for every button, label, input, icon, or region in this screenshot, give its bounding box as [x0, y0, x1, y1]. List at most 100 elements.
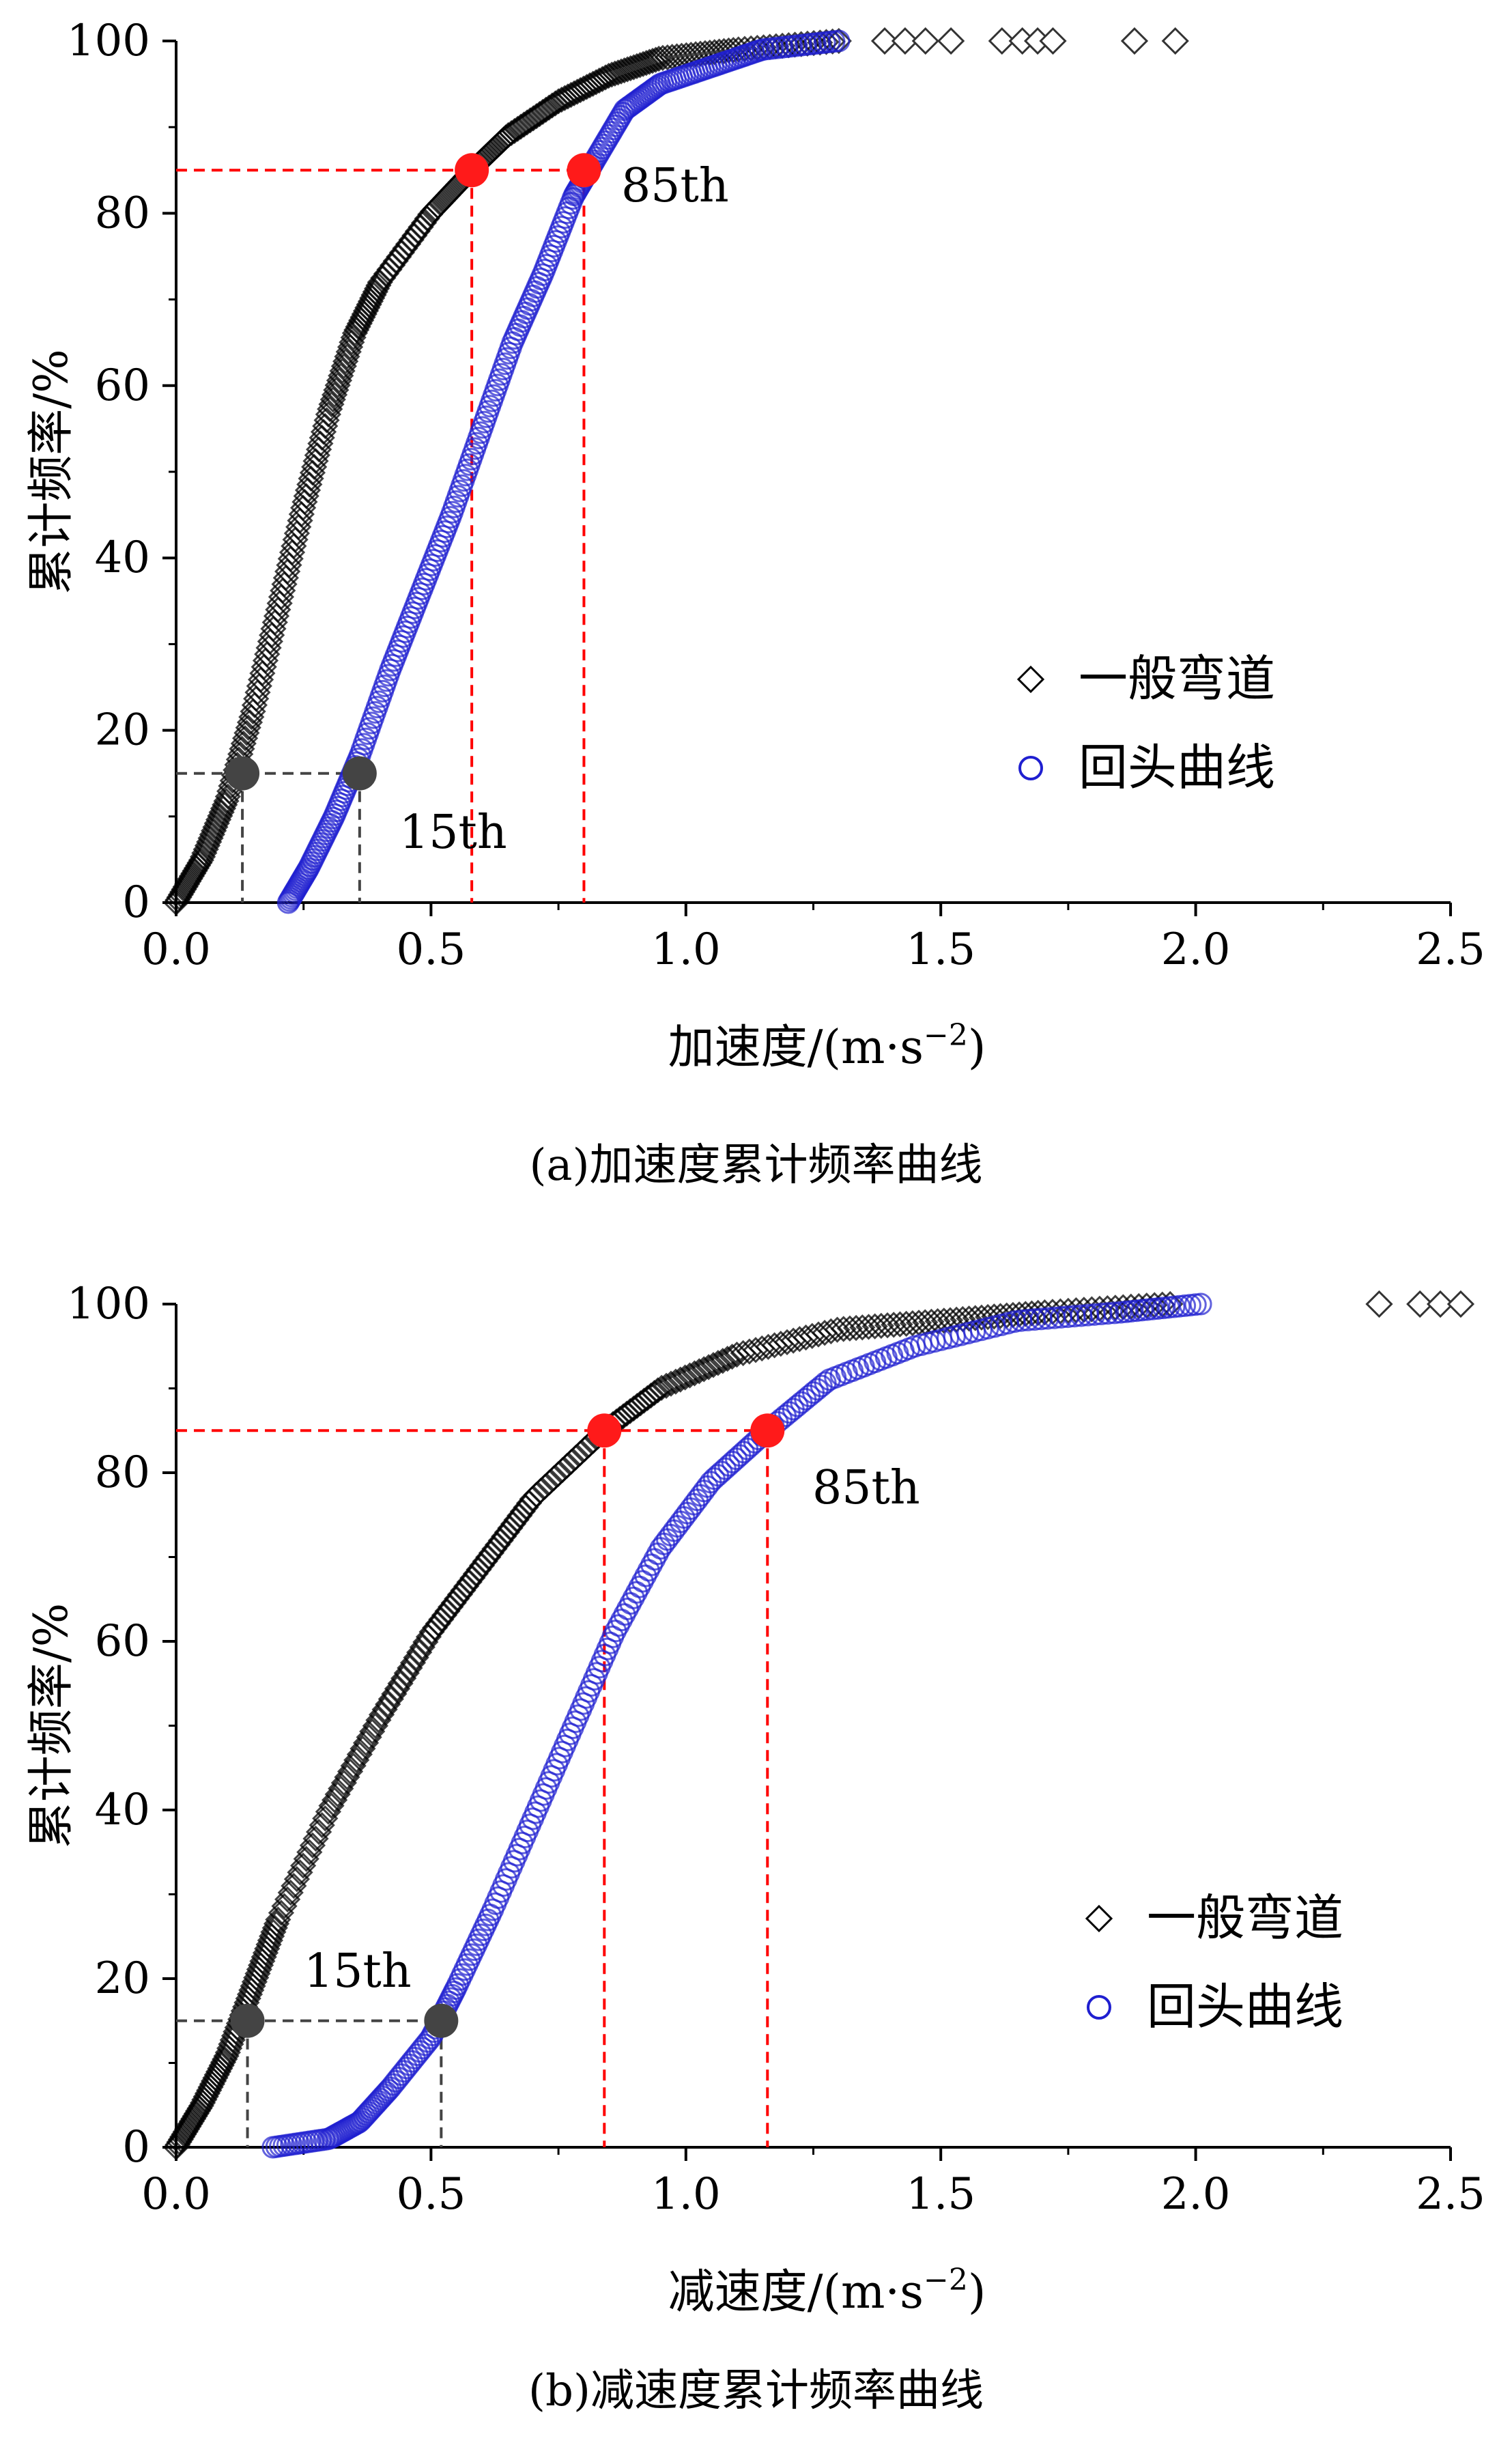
deceleration-chart: 0.0 0.5 1.0 1.5 2.0 2.5 0 20 40 60 80 100 减速度/(m·s−2… — [25, 1279, 1485, 2319]
series-general-curve-point — [599, 61, 625, 88]
y-tick-label: 60 — [95, 360, 150, 411]
y-tick-label: 80 — [95, 188, 150, 238]
acceleration-chart-caption: (a)加速度累计频率曲线 — [529, 1140, 983, 1191]
x-axis-label: 加速度/(m·s−2) — [668, 1018, 986, 1075]
series-general-curve-point — [558, 1448, 585, 1475]
percentile-85th-marker — [750, 1413, 785, 1448]
series-general-curve-point — [263, 1910, 290, 1937]
series-general-curve-point — [365, 272, 392, 299]
y-axis-label: 累计频率/% — [25, 1603, 79, 1849]
series-general-curve-point — [605, 59, 631, 86]
series-general-curve-outlier-point — [988, 27, 1016, 55]
series-general-curve-point — [545, 1460, 571, 1488]
series-general-curve-point — [893, 1310, 919, 1338]
series-general-curve-point — [704, 1350, 732, 1376]
y-tick-label: 100 — [67, 1279, 150, 1329]
series-general-curve-outlier-point — [1161, 27, 1189, 55]
series-general-curve-point — [630, 51, 657, 77]
series-general-curve-point — [653, 1372, 680, 1399]
acceleration-chart-panel: 0.0 0.5 1.0 1.5 2.0 2.5 0 20 40 60 80 100 加速度/(m·s−2… — [25, 16, 1485, 1191]
percentile-15th-marker — [424, 2003, 459, 2038]
series-general-curve-point — [667, 1366, 694, 1393]
series-general-curve-outlier-point — [911, 27, 939, 55]
series-general-curve-outlier-point — [1365, 1290, 1393, 1318]
series-general-curve-point — [930, 1307, 957, 1334]
series-general-curve-point — [611, 57, 638, 84]
series-general-curve-point — [700, 1352, 727, 1378]
percentile-15th-label: 15th — [399, 806, 507, 860]
x-tick-label: 1.5 — [906, 2169, 975, 2220]
legend-hairpin-curve-label: 回头曲线 — [1079, 739, 1275, 796]
legend-general-curve-label: 一般弯道 — [1147, 1889, 1343, 1947]
series-general-curve-point — [956, 1305, 982, 1332]
series-general-curve-point — [676, 1362, 703, 1389]
x-tick-label: 2.5 — [1416, 2169, 1485, 2220]
x-tick-label: 2.5 — [1416, 924, 1485, 975]
series-general-curve-point — [550, 1456, 576, 1484]
series-general-curve-point — [825, 27, 852, 55]
series-general-curve-point — [855, 1314, 882, 1340]
percentile-85th-marker — [455, 153, 489, 188]
series-general-curve-point — [868, 1312, 895, 1340]
series-general-curve-point — [362, 279, 388, 305]
series-general-curve-point — [881, 1312, 907, 1338]
series-general-curve-point — [874, 1312, 901, 1339]
y-tick-label: 20 — [95, 705, 150, 756]
series-general-curve-point — [623, 53, 651, 80]
series-general-curve-point — [657, 1370, 685, 1397]
series-general-curve-point — [614, 56, 641, 83]
series-general-curve-point — [824, 1316, 851, 1343]
series-general-curve-outlier-point — [1039, 27, 1067, 55]
series-general-curve-point — [899, 1310, 926, 1337]
series-general-curve-point — [836, 1315, 864, 1342]
x-tick-label: 0.5 — [397, 2169, 466, 2220]
x-tick-label: 2.0 — [1161, 924, 1231, 975]
y-tick-label: 40 — [95, 533, 150, 583]
series-general-curve-point — [608, 58, 635, 85]
y-tick-label: 0 — [122, 877, 150, 928]
series-general-curve-point — [621, 54, 647, 81]
legend-general-curve-label: 一般弯道 — [1079, 650, 1275, 707]
series-general-curve-point — [849, 1314, 876, 1341]
series-general-curve-outlier-point — [1426, 1290, 1455, 1318]
series-general-curve-point — [562, 1444, 589, 1471]
deceleration-chart-panel: 0.0 0.5 1.0 1.5 2.0 2.5 0 20 40 60 80 100 减速度/(m·s−2… — [0, 1263, 1512, 2447]
series-general-curve-point — [592, 64, 619, 91]
series-general-curve-point — [672, 1364, 698, 1391]
series-general-curve-point — [709, 1348, 736, 1374]
series-general-curve-point — [648, 1374, 675, 1401]
legend-hairpin-curve-label: 回头曲线 — [1147, 1978, 1343, 2035]
series-general-curve-point — [601, 60, 628, 87]
series-general-curve-point — [695, 1354, 722, 1381]
series-general-curve-point — [527, 1477, 554, 1504]
percentile-15th-marker — [342, 756, 377, 791]
series-general-curve-point — [714, 1346, 741, 1372]
series-general-curve-point — [975, 1303, 1001, 1331]
x-tick-label: 1.0 — [651, 2169, 721, 2220]
series-general-curve-point — [937, 1307, 964, 1333]
series-general-curve-point — [633, 50, 659, 76]
series-general-curve-point — [681, 1360, 708, 1387]
percentile-15th-marker — [230, 2003, 265, 2038]
y-tick-label: 0 — [122, 2122, 150, 2173]
series-general-curve-outlier-point — [1446, 1290, 1475, 1318]
series-general-curve-outlier-point — [891, 27, 919, 55]
x-axis-label: 减速度/(m·s−2) — [668, 2263, 986, 2319]
series-general-curve-point — [595, 62, 622, 89]
series-general-curve-point — [567, 1440, 594, 1467]
series-general-curve-point — [523, 1482, 550, 1508]
series-hairpin-curve-point — [827, 29, 851, 53]
legend-diamond-marker — [1016, 665, 1045, 694]
series-hairpin-curve-point — [1189, 1292, 1212, 1316]
series-general-curve-point — [536, 1469, 563, 1496]
y-tick-label: 80 — [95, 1447, 150, 1498]
series-general-curve-point — [617, 55, 644, 82]
series-general-curve-outlier-point — [937, 27, 965, 55]
deceleration-chart-caption: (b)减速度累计频率曲线 — [528, 2366, 984, 2416]
series-general-curve-point — [554, 1452, 580, 1480]
series-general-curve-outlier-point — [870, 27, 899, 55]
x-tick-label: 0.5 — [397, 924, 466, 975]
y-tick-label: 40 — [95, 1785, 150, 1835]
